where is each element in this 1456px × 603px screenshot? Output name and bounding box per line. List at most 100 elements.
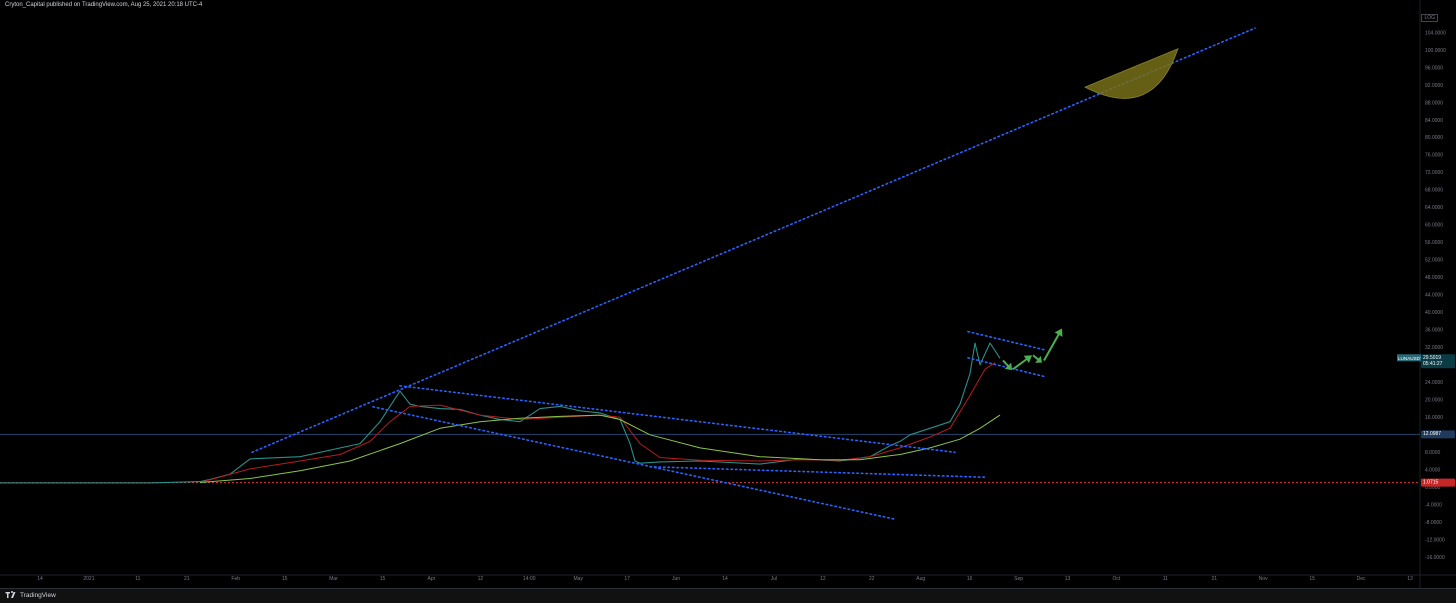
x-tick-label: 15 [282, 576, 288, 582]
long-trendline [251, 27, 1256, 454]
y-tick-label: 48.0000 [1425, 275, 1443, 281]
x-tick-label: 16 [967, 576, 973, 582]
x-tick-label: 22 [869, 576, 875, 582]
annotation-layer [251, 27, 1256, 521]
y-tick-label: 100.0000 [1425, 48, 1446, 54]
y-tick-label: 0.0000 [1425, 485, 1441, 491]
y-tick-label: -4.0000 [1425, 503, 1442, 509]
y-tick-label: -8.0000 [1425, 520, 1442, 526]
y-tick-label: 56.0000 [1425, 240, 1443, 246]
x-tick-label: 12 [478, 576, 484, 582]
channel-upper-trendline [399, 385, 956, 454]
level-high-price-tag-text: 12.0987 [1423, 431, 1441, 437]
y-tick-label: 92.0000 [1425, 83, 1443, 89]
x-tick-label: Sep [1014, 576, 1023, 582]
x-tick-label: 14:00 [523, 576, 536, 582]
level-low-price-tag-bg [1421, 478, 1455, 487]
y-tick-label: 16.0000 [1425, 415, 1443, 421]
x-tick-label: Jul [771, 576, 777, 582]
y-tick-label: 104.0000 [1425, 30, 1446, 36]
level-low-price-tag: 1.0715 [1421, 478, 1455, 487]
x-tick-label: 11 [135, 576, 140, 582]
drawing-layer [0, 0, 1456, 588]
y-tick-label: 44.0000 [1425, 293, 1443, 299]
y-tick-label: 32.0000 [1425, 345, 1443, 351]
level-low-price-tag-text: 1.0715 [1423, 479, 1439, 485]
y-tick-label: 80.0000 [1425, 135, 1443, 141]
x-tick-label: Jun [672, 576, 680, 582]
projection-arc [1084, 47, 1179, 99]
x-tick-label: 21 [184, 576, 190, 582]
current-price-tag-text: 29.5019 [1423, 355, 1441, 361]
fast-moving-average-line [199, 362, 996, 483]
symbol-label-text: LUNAUSDT [1398, 356, 1423, 361]
y-tick-label: 72.0000 [1425, 170, 1443, 176]
x-tick-label: Mar [329, 576, 338, 582]
brand-name: TradingView [20, 591, 56, 599]
projection-arrow-1 [1002, 359, 1013, 371]
price-chart[interactable]: 104.0000 100.0000 96.0000 92.0000 88.0000 84.… [0, 0, 1456, 588]
y-tick-label: 88.0000 [1425, 100, 1443, 106]
publisher-header: Cryton_Capital published on TradingView.… [5, 2, 203, 8]
y-tick-label: 36.0000 [1425, 328, 1443, 334]
flag-lower-trendline [967, 357, 1046, 378]
current-price-tag-bg [1421, 354, 1455, 369]
x-tick-label: Apr [428, 576, 436, 582]
y-tick-label: 64.0000 [1425, 205, 1443, 211]
x-tick-label: 17 [624, 576, 630, 582]
y-tick-label: 20.0000 [1425, 398, 1443, 404]
x-tick-label: 2021 [83, 576, 94, 582]
projection-arrow-2 [1012, 355, 1033, 371]
y-tick-label: 84.0000 [1425, 118, 1443, 124]
x-tick-label: Feb [231, 576, 240, 582]
y-tick-label: 60.0000 [1425, 223, 1443, 229]
arrow-shape [1032, 354, 1042, 363]
arrow-shape [1043, 328, 1063, 361]
symbol-label-bg [1397, 354, 1421, 362]
y-tick-label: 24.0000 [1425, 380, 1443, 386]
y-tick-label: 68.0000 [1425, 188, 1443, 194]
x-tick-label: May [573, 576, 583, 582]
arrow-shape [1012, 355, 1033, 371]
scale-mode-label[interactable]: LOG [1421, 14, 1438, 22]
y-tick-label: 76.0000 [1425, 153, 1443, 159]
y-tick-label: -16.0000 [1425, 555, 1445, 561]
x-tick-label: 11 [1163, 576, 1168, 582]
x-tick-label: 13 [1065, 576, 1071, 582]
y-tick-label: 4.0000 [1425, 468, 1441, 474]
slow-moving-average-line [199, 414, 1001, 483]
level-high-price-tag: 12.0987 [1421, 430, 1455, 439]
y-tick-label: 40.0000 [1425, 310, 1443, 316]
x-tick-label: Oct [1113, 576, 1121, 582]
x-tick-label: Aug [916, 576, 925, 582]
y-tick-label: -12.0000 [1425, 538, 1445, 544]
x-tick-label: 21 [1212, 576, 1218, 582]
current-price-tag-text: 05:41:27 [1423, 361, 1443, 367]
x-tick-label: 15 [380, 576, 386, 582]
projection-arrow-4 [1043, 328, 1063, 361]
channel-lower-trendline [372, 406, 896, 521]
brand[interactable]: TradingView [5, 591, 56, 599]
y-tick-label: 52.0000 [1425, 258, 1443, 264]
x-axis: 14 2021 11 21 Feb 15 Mar 15 Apr 12 14:00 May 17 Jun 14… [37, 576, 1413, 582]
price-series-line [0, 342, 1001, 484]
x-tick-label: 14 [722, 576, 728, 582]
base-trendline [649, 465, 986, 479]
x-tick-label: Dec [1357, 576, 1366, 582]
projection-arrow-3 [1032, 354, 1042, 363]
y-tick-label: 96.0000 [1425, 65, 1443, 71]
series-layer [0, 342, 1001, 484]
x-tick-label: 14 [37, 576, 43, 582]
level-high-price-tag-bg [1421, 430, 1455, 439]
x-tick-label: 15 [1309, 576, 1315, 582]
flag-upper-trendline [967, 330, 1046, 351]
x-tick-label: 12 [820, 576, 826, 582]
x-tick-label: Nov [1259, 576, 1268, 582]
footer-bar: TradingView [0, 588, 1456, 603]
y-tick-label: 8.0000 [1425, 450, 1441, 456]
symbol-label: LUNAUSDT [1397, 354, 1423, 362]
tradingview-logo-icon [5, 591, 16, 598]
arrow-shape [1002, 359, 1013, 371]
